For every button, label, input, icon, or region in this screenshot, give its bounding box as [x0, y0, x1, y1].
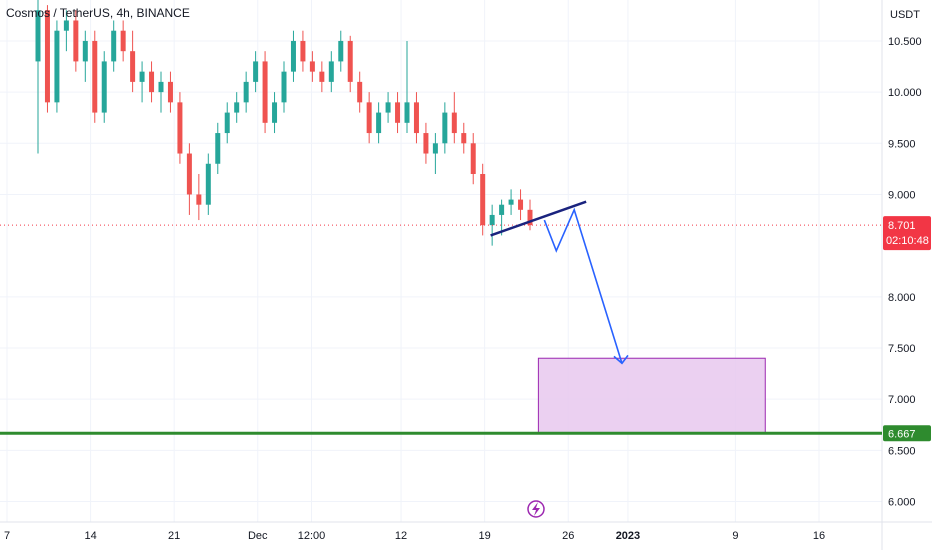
candle-body — [167, 81, 173, 103]
candle-body — [177, 102, 183, 154]
candle-body — [442, 112, 448, 144]
x-tick-label: Dec — [248, 530, 268, 542]
last-price-badge — [883, 216, 931, 251]
last-price-value: 8.701 — [888, 220, 916, 232]
candle-body — [470, 143, 476, 174]
candle-body — [149, 71, 155, 93]
candle-body — [111, 30, 117, 62]
target-zone — [537, 357, 766, 434]
candle-body — [234, 102, 240, 113]
candle-body — [215, 133, 221, 164]
y-tick-label: 6.500 — [888, 445, 916, 457]
candle-body — [281, 71, 287, 103]
x-tick-label: 9 — [732, 530, 738, 542]
candle-body — [82, 40, 88, 62]
countdown-value: 02:10:48 — [886, 235, 929, 247]
candle-body — [376, 112, 382, 134]
candle-body — [44, 10, 50, 103]
candle-body — [328, 61, 334, 82]
y-tick-label: 10.500 — [888, 36, 922, 48]
y-tick-label: 8.000 — [888, 292, 916, 304]
y-tick-label: 9.500 — [888, 138, 916, 150]
x-tick-label: 16 — [813, 530, 825, 542]
candle-body — [508, 199, 514, 205]
lightning-icon-ring — [527, 500, 545, 518]
candle-body — [527, 209, 533, 226]
candle-body — [366, 102, 372, 134]
candle-body — [451, 112, 457, 134]
support-value: 6.667 — [888, 428, 916, 440]
currency-label: USDT — [890, 9, 920, 21]
candle-body — [196, 194, 202, 205]
candle-body — [130, 51, 136, 82]
candle-body — [54, 30, 60, 103]
time-axis: 7 14 21 Dec 12:00 12 19 26 2023 9 16 — [4, 530, 825, 542]
candle-body — [518, 199, 524, 210]
candle-body — [101, 61, 107, 113]
candle-body — [120, 30, 126, 52]
candle-body — [92, 40, 98, 113]
candle-body — [385, 102, 391, 113]
candle-body — [253, 61, 259, 82]
price-axis: USDT 10.500 10.000 9.500 9.000 8.000 7.500 7.00… — [888, 9, 922, 509]
candle-body — [290, 40, 296, 72]
support-badge — [883, 425, 931, 442]
candle-body — [224, 112, 230, 134]
candle-body — [423, 133, 429, 154]
price-badges: 8.701 02:10:48 6.667 — [883, 216, 931, 442]
x-tick-label: 26 — [562, 530, 574, 542]
x-tick-label: 2023 — [616, 530, 640, 542]
candle-body — [432, 143, 438, 154]
y-tick-label: 6.000 — [888, 497, 916, 509]
candle-body — [63, 20, 69, 31]
candle-body — [347, 40, 353, 82]
x-tick-label: 19 — [479, 530, 491, 542]
y-tick-label: 10.000 — [888, 87, 922, 99]
candle-body — [338, 40, 344, 62]
candles — [35, 0, 533, 246]
trendline[interactable] — [490, 200, 587, 237]
x-tick-label: 12:00 — [298, 530, 326, 542]
x-tick-label: 14 — [84, 530, 96, 542]
candle-body — [139, 71, 145, 82]
y-tick-label: 9.000 — [888, 189, 916, 201]
candle-body — [186, 153, 192, 195]
candle-body — [158, 81, 164, 93]
chart-title: Cosmos / TetherUS, 4h, BINANCE — [6, 6, 190, 20]
projection-path[interactable] — [543, 207, 623, 364]
candle-body — [404, 102, 410, 123]
projection-arrowhead — [613, 354, 629, 365]
candle-body — [309, 61, 315, 72]
candle-body — [357, 81, 363, 103]
candle-body — [35, 10, 41, 62]
candle-body — [272, 102, 278, 123]
lightning-icon — [527, 500, 545, 518]
candle-body — [489, 214, 495, 226]
lightning-icon-bolt — [532, 502, 540, 516]
candle-body — [499, 204, 505, 215]
candle-body — [480, 174, 486, 226]
drawings — [0, 200, 882, 435]
x-tick-label: 21 — [168, 530, 180, 542]
candle-body — [461, 133, 467, 144]
candle-body — [395, 102, 401, 123]
y-tick-label: 7.000 — [888, 394, 916, 406]
target-zone-box[interactable] — [537, 357, 766, 434]
candle-body — [413, 102, 419, 134]
candle-body — [73, 20, 79, 62]
candle-body — [319, 71, 325, 82]
candle-body — [300, 40, 306, 62]
candle-body — [262, 61, 268, 123]
candle-body — [205, 163, 211, 205]
candle-body — [243, 81, 249, 103]
y-tick-label: 7.500 — [888, 343, 916, 355]
x-tick-label: 12 — [395, 530, 407, 542]
x-tick-label: 7 — [4, 530, 10, 542]
